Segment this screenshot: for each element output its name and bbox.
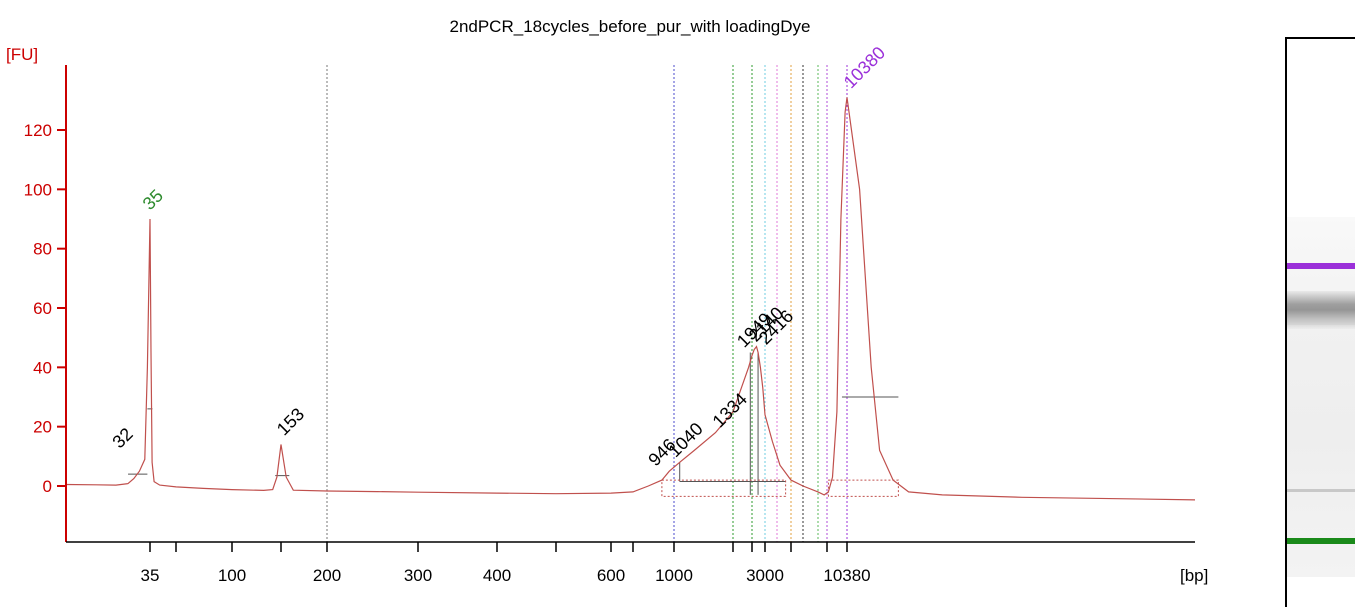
x-tick-label: 200 [313, 566, 341, 585]
smear-core-band [1287, 311, 1355, 325]
peak-label: 153 [273, 404, 308, 439]
upper-marker-band [1287, 263, 1355, 269]
y-tick-label: 80 [33, 240, 52, 259]
y-tick-label: 120 [24, 121, 52, 140]
x-tick-label: 3000 [746, 566, 784, 585]
series-layer [65, 97, 1196, 501]
y-tick-label: 0 [43, 477, 52, 496]
chart-title: 2ndPCR_18cycles_before_pur_with loadingD… [449, 17, 810, 36]
reference-lines [326, 65, 848, 542]
faint-band [1287, 489, 1355, 492]
x-tick-label: 35 [141, 566, 160, 585]
gel-lane-background [1287, 217, 1355, 577]
gel-lane [1285, 37, 1355, 607]
x-tick-label: 400 [483, 566, 511, 585]
x-tick-label: 300 [404, 566, 432, 585]
axes: 0 20 40 60 80 100 120 35 100 200 300 400 600 1000 3000… [24, 65, 1195, 585]
x-tick-label: 100 [218, 566, 246, 585]
lower-marker-band [1287, 538, 1355, 544]
y-tick-label: 60 [33, 299, 52, 318]
x-tick-label: 600 [597, 566, 625, 585]
library-smear-band [1287, 291, 1355, 329]
x-tick-label: 10380 [823, 566, 870, 585]
y-tick-label: 20 [33, 418, 52, 437]
y-tick-label: 100 [24, 180, 52, 199]
peak-label: 35 [139, 186, 167, 214]
electropherogram-chart: 2ndPCR_18cycles_before_pur_with loadingD… [6, 17, 1208, 585]
x-tick-label: 1000 [655, 566, 693, 585]
peak-label: 32 [108, 424, 136, 452]
x-axis-label: [bp] [1180, 566, 1208, 585]
peak-baselines [128, 352, 899, 497]
peak-label: 1334 [709, 389, 751, 431]
y-tick-label: 40 [33, 358, 52, 377]
y-axis-label: [FU] [6, 45, 38, 64]
peak-label: 10380 [840, 43, 890, 93]
smear-region [661, 479, 787, 497]
marker-region [827, 479, 899, 497]
series-line [65, 97, 1196, 501]
